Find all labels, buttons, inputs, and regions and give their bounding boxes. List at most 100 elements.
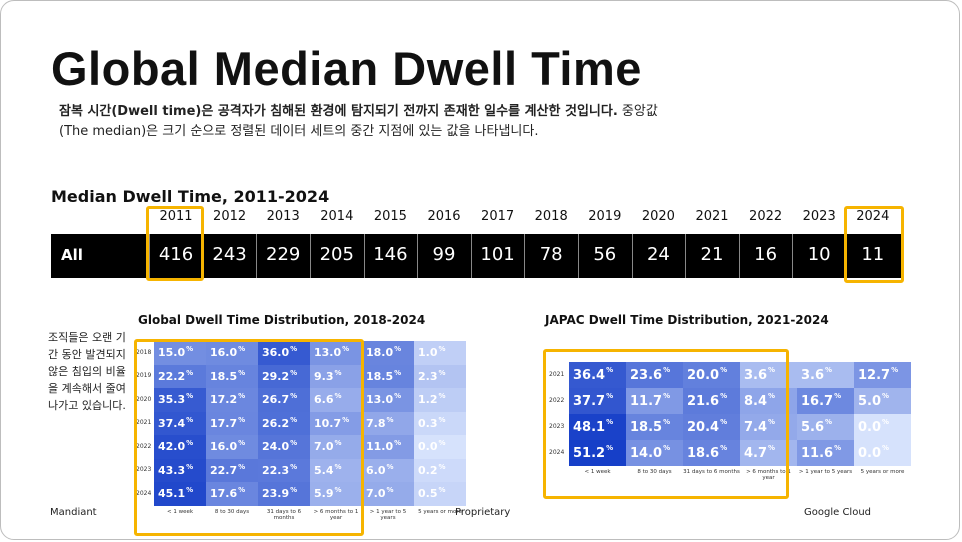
- heatmap-cell: 18.0%: [362, 341, 414, 365]
- cell-value: 35.3: [158, 393, 186, 407]
- cell-value: 5.6: [801, 419, 825, 435]
- heatmap-cell: 48.1%: [569, 414, 626, 440]
- heatmap-cell: 1.0%: [414, 341, 466, 365]
- cell-unit: %: [238, 462, 246, 471]
- dwell-value: 78: [539, 244, 563, 265]
- heatmap-cell: 18.5%: [626, 414, 683, 440]
- heatmap-cell: 23.6%: [626, 362, 683, 388]
- heatmap-cell: 0.0%: [854, 414, 911, 440]
- cell-unit: %: [186, 345, 194, 353]
- column-divider: [524, 234, 526, 278]
- heatmap-cell: 20.4%: [683, 414, 740, 440]
- cell-unit: %: [290, 486, 298, 494]
- row-label: 2022: [549, 397, 565, 404]
- year-label: 2021: [695, 209, 729, 224]
- highlight-2011: [146, 206, 204, 281]
- heatmap-cell: 5.4%: [310, 458, 362, 482]
- cell-unit: %: [394, 392, 402, 400]
- dwell-value: 243: [212, 244, 247, 265]
- cell-unit: %: [825, 366, 833, 374]
- cell-unit: %: [882, 444, 890, 452]
- cell-unit: %: [186, 486, 194, 494]
- column-label: > 6 months to 1 year: [313, 508, 359, 521]
- heatmap-cell: 45.1%: [154, 482, 206, 506]
- heatmap-cell: 6.0%: [362, 458, 414, 482]
- cell-unit: %: [334, 392, 342, 400]
- column-divider: [738, 234, 740, 278]
- cell-value: 18.6: [687, 445, 720, 461]
- cell-value: 15.0: [158, 346, 186, 360]
- cell-unit: %: [438, 415, 446, 424]
- heatmap-cell: 16.0%: [206, 435, 258, 459]
- year-header-row: 2011 2012 2013 2014 2015 2016 2017 2018 2019 2020…: [146, 207, 901, 227]
- cell-value: 13.0: [366, 393, 394, 407]
- cell-unit: %: [438, 486, 446, 494]
- cell-value: 7.4: [744, 419, 768, 435]
- cell-unit: %: [290, 345, 298, 353]
- cell-value: 17.7: [210, 416, 238, 430]
- row-label: 2020: [136, 395, 152, 403]
- column-divider: [417, 234, 419, 278]
- cell-unit: %: [290, 392, 298, 400]
- cell-unit: %: [186, 392, 194, 400]
- cell-unit: %: [882, 392, 890, 400]
- source-proprietary: Proprietary: [455, 507, 511, 518]
- cell-value: 26.7: [262, 393, 290, 407]
- table-title: Median Dwell Time, 2011-2024: [51, 187, 330, 206]
- cell-value: 1.2: [418, 393, 438, 407]
- heatmap-cell: 26.2%: [258, 411, 310, 435]
- heatmap-cell: 18.5%: [206, 364, 258, 388]
- heatmap-cell: 0.5%: [414, 482, 466, 506]
- cell-unit: %: [606, 418, 614, 426]
- year-label: 2023: [802, 209, 836, 224]
- year-label: 2012: [213, 209, 247, 224]
- heatmap-cell: 9.3%: [310, 364, 362, 388]
- heatmap-cell: 5.6%: [797, 414, 854, 440]
- row-label: 2024: [136, 489, 152, 497]
- cell-value: 36.4: [573, 367, 606, 383]
- japac-chart-title: JAPAC Dwell Time Distribution, 2021-2024: [545, 313, 829, 327]
- column-label: 8 to 30 days: [637, 469, 672, 475]
- dwell-value: 99: [432, 244, 456, 265]
- heatmap-cell: 35.3%: [154, 388, 206, 412]
- cell-unit: %: [768, 392, 776, 400]
- cell-value: 16.7: [801, 393, 834, 409]
- cell-unit: %: [663, 366, 671, 374]
- cell-unit: %: [438, 462, 446, 471]
- year-label: 2014: [320, 209, 354, 224]
- cell-value: 8.4: [744, 393, 768, 409]
- column-divider: [256, 234, 258, 278]
- heatmap-cell: 17.2%: [206, 388, 258, 412]
- dwell-value: 101: [480, 244, 515, 265]
- cell-value: 18.5: [630, 419, 663, 435]
- heatmap-cell: 15.0%: [154, 341, 206, 365]
- cell-unit: %: [394, 368, 402, 377]
- column-divider: [470, 234, 472, 278]
- heatmap-cell: 0.0%: [414, 435, 466, 459]
- cell-unit: %: [186, 415, 194, 424]
- cell-unit: %: [768, 418, 776, 426]
- heatmap-cell: 10.7%: [310, 411, 362, 435]
- column-label: > 1 year to 5 years: [798, 469, 853, 475]
- column-divider: [363, 234, 365, 278]
- cell-unit: %: [438, 368, 446, 377]
- cell-unit: %: [238, 415, 246, 424]
- cell-unit: %: [186, 368, 194, 377]
- heatmap-cell: 37.4%: [154, 411, 206, 435]
- heatmap-cell: 13.0%: [310, 341, 362, 365]
- heatmap-cell: 1.2%: [414, 388, 466, 412]
- heatmap-cell: 2.3%: [414, 364, 466, 388]
- dwell-value: 205: [319, 244, 354, 265]
- cell-value: 37.7: [573, 393, 606, 409]
- heatmap-cell: 6.6%: [310, 388, 362, 412]
- source-google-cloud: Google Cloud: [804, 507, 872, 518]
- cell-unit: %: [438, 345, 446, 353]
- cell-value: 3.6: [801, 367, 825, 383]
- heatmap-cell: 18.6%: [683, 440, 740, 466]
- heatmap-cell: 37.7%: [569, 388, 626, 414]
- cell-unit: %: [834, 392, 842, 400]
- cell-value: 5.9: [314, 487, 334, 501]
- cell-unit: %: [238, 486, 246, 494]
- cell-value: 0.3: [418, 416, 438, 430]
